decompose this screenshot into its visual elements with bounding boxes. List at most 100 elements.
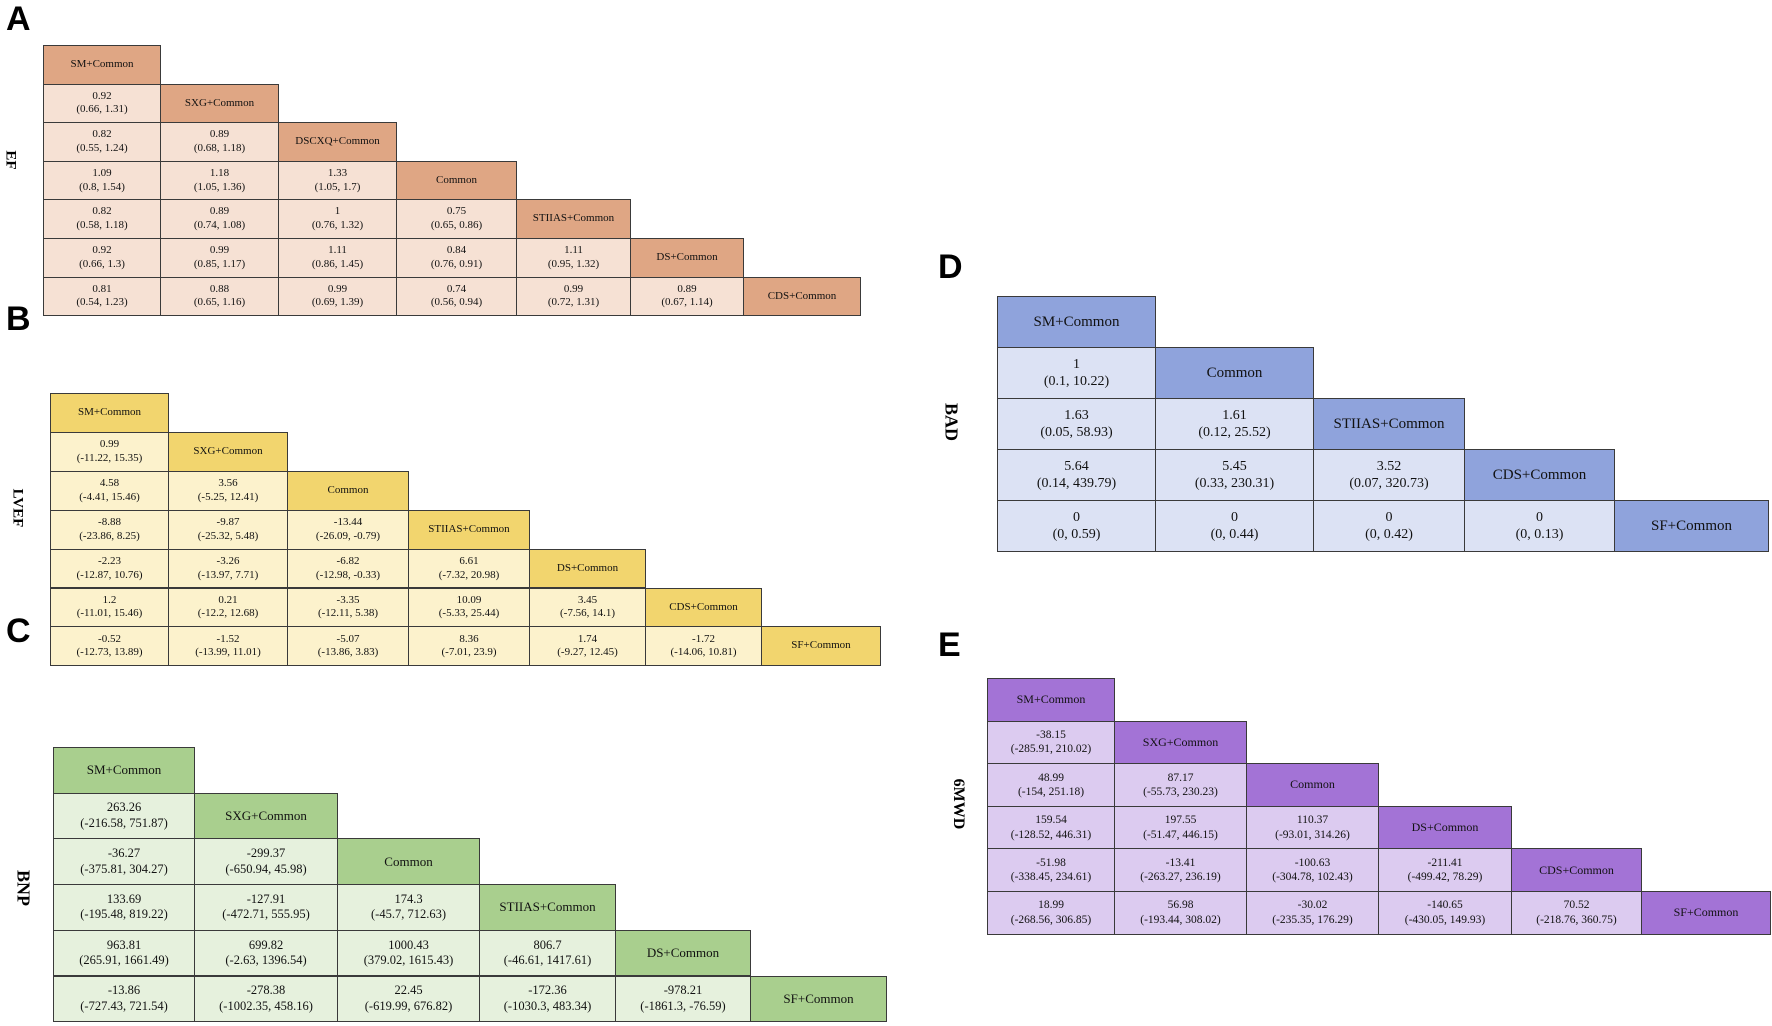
effect-estimate: 1.33: [327, 166, 348, 179]
confidence-interval: (-193.44, 308.02): [1140, 913, 1221, 926]
effect-estimate: 0.89: [209, 205, 230, 218]
treatment-sxg-common: SXG+Common: [168, 431, 288, 472]
confidence-interval: (-12.11, 5.38): [317, 607, 379, 620]
league-cell: 0.89 (0.67, 1.14): [630, 276, 744, 317]
panel-letter-b: B: [6, 300, 31, 338]
treatment-sm-common: SM+Common: [43, 45, 161, 85]
league-cell: 6.61 (-7.32, 20.98): [408, 548, 530, 589]
league-cell: 0 (0, 0.42): [1313, 500, 1465, 552]
league-cell: 56.98 (-193.44, 308.02): [1114, 891, 1247, 935]
effect-estimate: -211.41: [1427, 856, 1463, 869]
confidence-interval: (-13.99, 11.01): [195, 646, 261, 659]
league-cell: 3.45 (-7.56, 14.1): [529, 587, 646, 628]
effect-estimate: 8.36: [459, 632, 479, 645]
effect-estimate: 0.88: [209, 282, 230, 295]
treatment-sf-common: SF+Common: [750, 975, 887, 1023]
league-cell: 0.92 (0.66, 1.3): [43, 238, 161, 278]
effect-estimate: -8.88: [98, 515, 121, 528]
effect-estimate: 0: [1385, 509, 1393, 525]
confidence-interval: (0.72, 1.31): [547, 296, 600, 309]
league-cell: 174.3 (-45.7, 712.63): [337, 884, 480, 931]
confidence-interval: (0, 0.42): [1365, 527, 1413, 542]
effect-estimate: 87.17: [1167, 771, 1194, 784]
league-cell: -278.38 (-1002.35, 458.16): [194, 975, 338, 1023]
treatment-ds-common: DS+Common: [1378, 805, 1512, 850]
league-cell: -9.87 (-25.32, 5.48): [168, 509, 288, 550]
effect-estimate: 0.99: [563, 282, 584, 295]
league-cell: 197.55 (-51.47, 446.15): [1114, 805, 1247, 850]
effect-estimate: 1.74: [577, 632, 598, 645]
confidence-interval: (-26.09, -0.79): [315, 529, 381, 542]
confidence-interval: (0.85, 1.17): [193, 257, 246, 270]
confidence-interval: (0.69, 1.39): [311, 296, 364, 309]
effect-estimate: -13.86: [107, 983, 141, 998]
league-cell: -1.52 (-13.99, 11.01): [168, 626, 288, 667]
effect-estimate: 0.99: [99, 438, 120, 451]
confidence-interval: (-1002.35, 458.16): [219, 998, 313, 1013]
outcome-label-lvef: LVEF: [9, 488, 26, 528]
league-cell: 1.63 (0.05, 58.93): [997, 398, 1156, 450]
effect-estimate: -278.38: [246, 983, 286, 998]
effect-estimate: -3.26: [216, 554, 240, 567]
league-cell: 1.11 (0.86, 1.45): [278, 238, 397, 278]
league-cell: -13.86 (-727.43, 721.54): [53, 975, 195, 1023]
confidence-interval: (0.54, 1.23): [76, 296, 128, 309]
confidence-interval: (-51.47, 446.15): [1143, 828, 1218, 841]
confidence-interval: (-1030.3, 483.34): [503, 998, 592, 1013]
league-cell: 87.17 (-55.73, 230.23): [1114, 763, 1247, 807]
league-cell: 0 (0, 0.59): [997, 500, 1156, 552]
league-cell: 0 (0, 0.13): [1464, 500, 1615, 552]
treatment-ds-common: DS+Common: [630, 238, 744, 278]
effect-estimate: 133.69: [106, 891, 142, 906]
confidence-interval: (0.05, 58.93): [1040, 425, 1113, 440]
treatment-cds-common: CDS+Common: [645, 587, 762, 628]
effect-estimate: -172.36: [528, 983, 567, 998]
treatment-ds-common: DS+Common: [615, 929, 751, 977]
confidence-interval: (-727.43, 721.54): [80, 998, 168, 1013]
confidence-interval: (0.67, 1.14): [661, 296, 713, 309]
league-cell: -1.72 (-14.06, 10.81): [645, 626, 762, 667]
treatment-cds-common: CDS+Common: [1511, 848, 1642, 892]
effect-estimate: 48.99: [1038, 771, 1064, 784]
league-cell: 3.52 (0.07, 320.73): [1313, 449, 1465, 501]
effect-estimate: 263.26: [106, 800, 142, 815]
treatment-common: Common: [1246, 763, 1379, 807]
league-cell: 1.09 (0.8, 1.54): [43, 160, 161, 201]
confidence-interval: (-472.71, 555.95): [222, 907, 310, 922]
effect-estimate: 1.09: [92, 166, 112, 179]
league-cell: 4.58 (-4.41, 15.46): [50, 470, 169, 511]
confidence-interval: (0, 0.59): [1052, 527, 1101, 542]
effect-estimate: -13.41: [1165, 856, 1196, 869]
league-cell: -8.88 (-23.86, 8.25): [50, 509, 169, 550]
effect-estimate: 3.56: [218, 476, 238, 489]
effect-estimate: 699.82: [248, 937, 284, 952]
effect-estimate: 159.54: [1035, 814, 1067, 827]
effect-estimate: 197.55: [1164, 814, 1197, 827]
effect-estimate: -38.15: [1036, 729, 1066, 742]
confidence-interval: (0.14, 439.79): [1036, 476, 1117, 491]
league-cell: 0.92 (0.66, 1.31): [43, 83, 161, 124]
panel-letter-c: C: [6, 612, 31, 650]
confidence-interval: (-154, 251.18): [1017, 785, 1085, 798]
treatment-cds-common: CDS+Common: [1464, 449, 1615, 501]
confidence-interval: (-285.91, 210.02): [1010, 743, 1092, 756]
league-cell: 0.82 (0.58, 1.18): [43, 199, 161, 239]
confidence-interval: (-5.33, 25.44): [438, 607, 500, 620]
treatment-cds-common: CDS+Common: [743, 276, 861, 317]
effect-estimate: -13.44: [333, 515, 363, 528]
confidence-interval: (-375.81, 304.27): [80, 861, 168, 876]
confidence-interval: (-128.52, 446.31): [1010, 828, 1092, 841]
effect-estimate: -127.91: [246, 891, 286, 906]
effect-estimate: -9.87: [216, 515, 240, 528]
treatment-stiias-common: STIIAS+Common: [516, 199, 631, 239]
effect-estimate: 0.74: [446, 282, 467, 295]
effect-estimate: 1.11: [328, 244, 347, 257]
league-cell: 3.56 (-5.25, 12.41): [168, 470, 288, 511]
league-cell: -51.98 (-338.45, 234.61): [987, 848, 1115, 892]
league-cell: 263.26 (-216.58, 751.87): [53, 792, 195, 840]
treatment-common: Common: [1155, 347, 1314, 399]
panel-letter-d: D: [938, 248, 963, 286]
confidence-interval: (0.68, 1.18): [193, 141, 246, 154]
league-cell: 133.69 (-195.48, 819.22): [53, 884, 195, 931]
league-cell: 0.82 (0.55, 1.24): [43, 122, 161, 162]
